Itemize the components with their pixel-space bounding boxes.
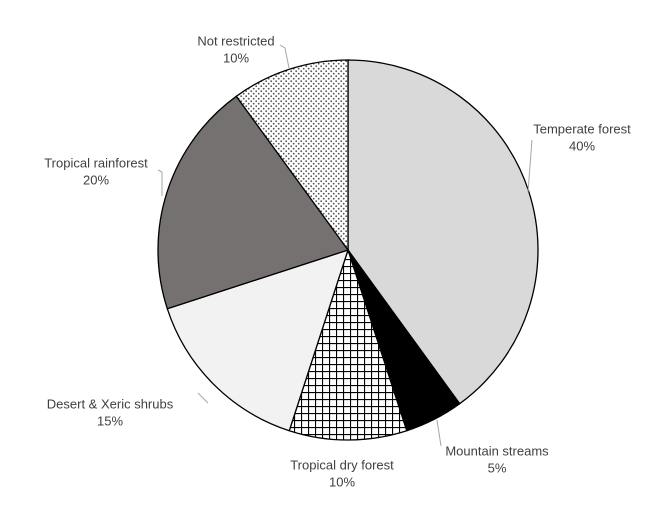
category-label: Tropical dry forest [290, 457, 394, 472]
value-label: 10% [329, 474, 355, 489]
pie-slice [288, 247, 408, 441]
pie-slice [347, 59, 539, 405]
value-label: 5% [488, 460, 507, 475]
leader-line [527, 139, 533, 193]
leader-line [436, 419, 442, 447]
pie-slice [157, 95, 350, 310]
leader-line [279, 44, 290, 69]
value-label: 10% [223, 50, 249, 65]
leader-line [157, 169, 163, 196]
category-label: Tropical rainforest [44, 155, 148, 170]
category-label: Temperate forest [533, 121, 631, 136]
category-label: Mountain streams [445, 443, 549, 458]
category-label: Not restricted [197, 33, 274, 48]
value-label: 40% [569, 138, 595, 153]
category-label: Desert & Xeric shrubs [47, 396, 174, 411]
leader-line [197, 392, 209, 404]
value-label: 15% [97, 413, 123, 428]
pie-slice [235, 59, 349, 253]
value-label: 20% [83, 172, 109, 187]
pie-slice [166, 248, 350, 432]
